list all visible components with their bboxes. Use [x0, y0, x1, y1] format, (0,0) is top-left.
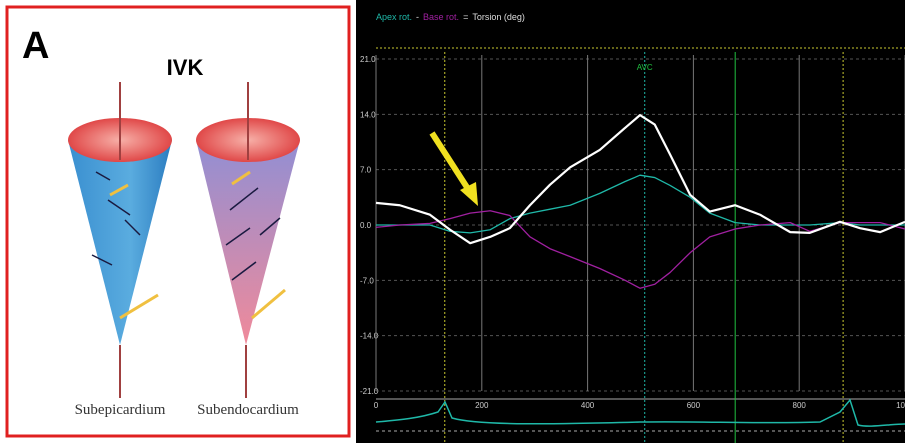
figure: A IVK Subepicardium Subendocardium 21.0 1… [0, 0, 905, 443]
illustration: A IVK Subepicardium Subendocardium [7, 7, 349, 436]
x-tick-label: 0 [374, 401, 379, 410]
legend-separator: = [463, 12, 468, 22]
diagram-title: IVK [167, 55, 204, 80]
legend-separator: - [416, 12, 419, 22]
x-tick-label: 600 [687, 401, 701, 410]
legend-entry: Base rot. [423, 12, 459, 22]
y-tick-label: -7.0 [360, 276, 374, 285]
x-tick-label: 800 [793, 401, 807, 410]
panel-label: A [22, 25, 49, 67]
x-tick-label: 1000 [896, 401, 905, 410]
cone-label: Subendocardium [197, 402, 299, 418]
legend-entry: Apex rot. [376, 12, 412, 22]
cone-label: Subepicardium [75, 402, 166, 418]
legend-entry: Torsion (deg) [472, 12, 525, 22]
x-tick-label: 400 [581, 401, 595, 410]
event-label: AVC [637, 63, 653, 72]
y-tick-label: 14.0 [360, 110, 376, 119]
y-tick-label: 7.0 [360, 166, 372, 175]
y-tick-label: 0.0 [360, 221, 372, 230]
x-tick-label: 200 [475, 401, 489, 410]
y-tick-label: 21.0 [360, 55, 376, 64]
